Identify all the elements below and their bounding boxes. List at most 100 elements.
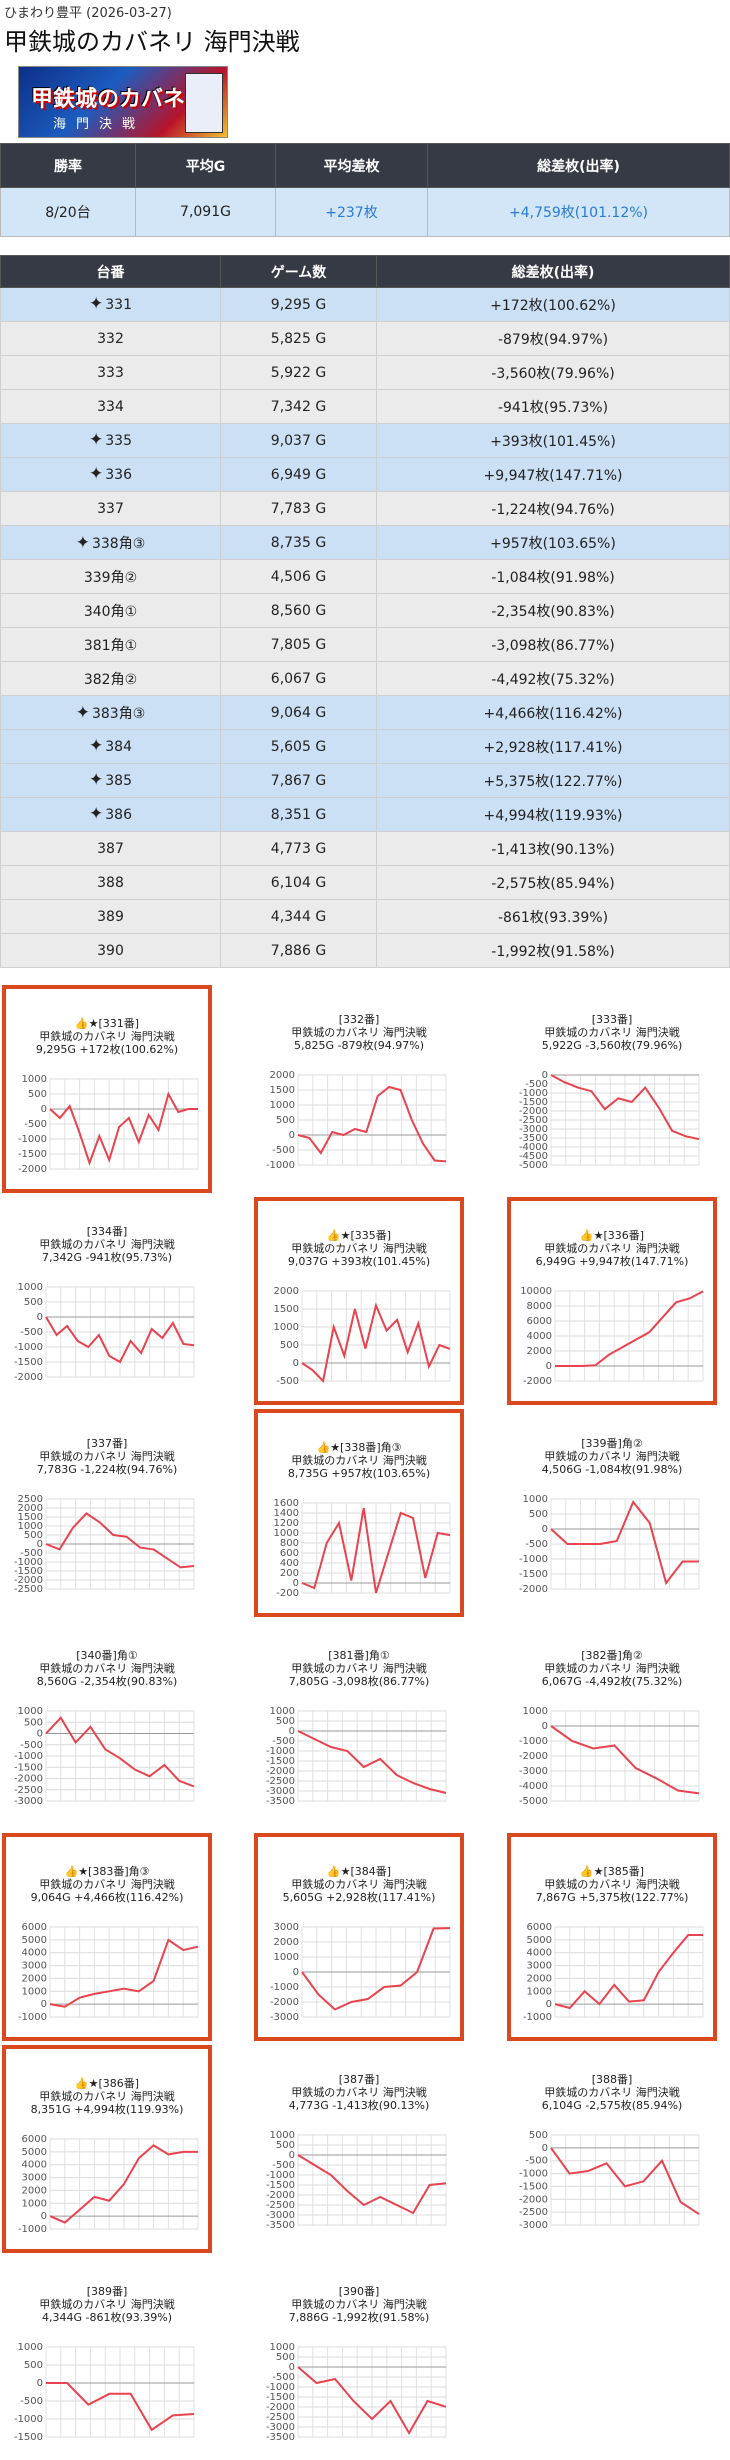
machine-chart-card[interactable]: [389番] 甲鉄城のカバネリ 海門決戦 4,344G -861枚(93.39%) 1…	[2, 2257, 212, 2460]
machine-number-cell[interactable]: 332	[0, 321, 221, 356]
chart-name: 甲鉄城のカバネリ 海門決戦	[291, 1662, 427, 1675]
table-row[interactable]: ✦ 336 6,949 G +9,947枚(147.71%)	[0, 457, 730, 492]
machine-chart-card[interactable]: [333番] 甲鉄城のカバネリ 海門決戦 5,922G -3,560枚(79.96%…	[507, 985, 717, 1193]
table-row[interactable]: 340角① 8,560 G -2,354枚(90.83%)	[0, 593, 730, 628]
chart-title: 👍★[384番]	[326, 1865, 392, 1878]
chart-stats: 6,104G -2,575枚(85.94%)	[541, 2099, 683, 2112]
table-row[interactable]: ✦ 335 9,037 G +393枚(101.45%)	[0, 423, 730, 458]
y-tick-label: 500	[529, 2131, 548, 2141]
chart-name: 甲鉄城のカバネリ 海門決戦	[291, 1878, 427, 1891]
balance-series-line	[301, 1507, 451, 1594]
table-row[interactable]: ✦ 385 7,867 G +5,375枚(122.77%)	[0, 763, 730, 798]
table-row[interactable]: ✦ 384 5,605 G +2,928枚(117.41%)	[0, 729, 730, 764]
machine-banner-image[interactable]: 甲鉄城のカバネリ 海門決戦	[18, 66, 228, 138]
table-row[interactable]: ✦ 383角③ 9,064 G +4,466枚(116.42%)	[0, 695, 730, 730]
balance-line-chart: 500 0 -500 -1000-1500 -2000 -2500 -3000	[519, 2131, 700, 2231]
y-tick-label: 0	[293, 1967, 299, 1978]
table-row[interactable]: 389 4,344 G -861枚(93.39%)	[0, 899, 730, 934]
machine-number-cell[interactable]: 334	[0, 389, 221, 424]
machine-number: 339角②	[83, 569, 138, 586]
sparkle-icon: ✦	[89, 736, 104, 756]
machine-number-cell[interactable]: ✦ 385	[0, 763, 221, 798]
machine-chart-card[interactable]: [337番] 甲鉄城のカバネリ 海門決戦 7,783G -1,224枚(94.76%…	[2, 1409, 212, 1617]
machine-chart-card[interactable]: [334番] 甲鉄城のカバネリ 海門決戦 7,342G -941枚(95.73%) 1…	[2, 1197, 212, 1405]
y-tick-label: -1000	[270, 1982, 299, 1993]
win-rate-value: 8/20台	[0, 187, 136, 237]
y-tick-label: 0	[289, 1130, 295, 1141]
table-row[interactable]: 339角② 4,506 G -1,084枚(91.98%)	[0, 559, 730, 594]
machine-number-cell[interactable]: ✦ 335	[0, 423, 221, 458]
banner-box-art	[185, 73, 223, 133]
chart-caption: 👍★[336番] 甲鉄城のカバネリ 海門決戦 6,949G +9,947枚(147.…	[511, 1229, 713, 1268]
table-row[interactable]: 382角② 6,067 G -4,492枚(75.32%)	[0, 661, 730, 696]
machine-number-cell[interactable]: ✦ 336	[0, 457, 221, 492]
table-row[interactable]: ✦ 331 9,295 G +172枚(100.62%)	[0, 287, 730, 322]
machine-number-cell[interactable]: ✦ 384	[0, 729, 221, 764]
machine-number-cell[interactable]: ✦ 383角③	[0, 695, 221, 730]
y-tick-label: -2000	[14, 1372, 43, 1383]
y-tick-label: -1000	[519, 1736, 548, 1747]
machine-number-cell[interactable]: 340角①	[0, 593, 221, 628]
table-row[interactable]: ✦ 338角③ 8,735 G +957枚(103.65%)	[0, 525, 730, 560]
machine-chart-card[interactable]: 👍★[384番] 甲鉄城のカバネリ 海門決戦 5,605G +2,928枚(117.…	[254, 1833, 464, 2041]
y-tick-label: -1500	[14, 2432, 43, 2443]
table-row[interactable]: ✦ 386 8,351 G +4,994枚(119.93%)	[0, 797, 730, 832]
machine-chart-card[interactable]: [381番]角① 甲鉄城のカバネリ 海門決戦 7,805G -3,098枚(86.7…	[254, 1621, 464, 1829]
chart-stats: 9,037G +393枚(101.45%)	[287, 1255, 431, 1268]
machine-number-cell[interactable]: 339角②	[0, 559, 221, 594]
diff-cell: +2,928枚(117.41%)	[376, 729, 730, 764]
machine-chart-card[interactable]: 👍★[336番] 甲鉄城のカバネリ 海門決戦 6,949G +9,947枚(147.…	[507, 1197, 717, 1405]
machine-number-cell[interactable]: 390	[0, 933, 221, 968]
chart-caption: [390番] 甲鉄城のカバネリ 海門決戦 7,886G -1,992枚(91.58%…	[254, 2285, 464, 2324]
banner-sub-text: 海門決戦	[53, 117, 146, 132]
table-row[interactable]: 390 7,886 G -1,992枚(91.58%)	[0, 933, 730, 968]
chart-title: [389番]	[86, 2285, 128, 2298]
table-row[interactable]: 334 7,342 G -941枚(95.73%)	[0, 389, 730, 424]
machine-number-cell[interactable]: ✦ 338角③	[0, 525, 221, 560]
machine-number-cell[interactable]: 333	[0, 355, 221, 390]
table-row[interactable]: 387 4,773 G -1,413枚(90.13%)	[0, 831, 730, 866]
y-tick-label: -3500	[266, 1796, 295, 1807]
machine-chart-card[interactable]: 👍★[331番] 甲鉄城のカバネリ 海門決戦 9,295G +172枚(100.62…	[2, 985, 212, 1193]
machine-chart-card[interactable]: [382番]角② 甲鉄城のカバネリ 海門決戦 6,067G -4,492枚(75.3…	[507, 1621, 717, 1829]
machine-number: 388	[97, 874, 124, 891]
table-row[interactable]: 337 7,783 G -1,224枚(94.76%)	[0, 491, 730, 526]
machine-chart-card[interactable]: 👍★[338番]角③ 甲鉄城のカバネリ 海門決戦 8,735G +957枚(103.…	[254, 1409, 464, 1617]
diff-cell: +957枚(103.65%)	[376, 525, 730, 560]
machine-number-cell[interactable]: 388	[0, 865, 221, 900]
machine-number: 340角①	[83, 603, 138, 620]
table-row[interactable]: 388 6,104 G -2,575枚(85.94%)	[0, 865, 730, 900]
machine-chart-card[interactable]: [388番] 甲鉄城のカバネリ 海門決戦 6,104G -2,575枚(85.94%…	[507, 2045, 717, 2253]
chart-title: 👍★[385番]	[579, 1865, 645, 1878]
machine-number-cell[interactable]: 337	[0, 491, 221, 526]
machine-chart-card[interactable]: 👍★[383番]角③ 甲鉄城のカバネリ 海門決戦 9,064G +4,466枚(11…	[2, 1833, 212, 2041]
machine-number-cell[interactable]: 381角①	[0, 627, 221, 662]
y-tick-label: -5000	[519, 1160, 548, 1171]
machine-chart-card[interactable]: [390番] 甲鉄城のカバネリ 海門決戦 7,886G -1,992枚(91.58%…	[254, 2257, 464, 2460]
y-tick-label: 500	[24, 1530, 43, 1541]
y-tick-label: 3000	[22, 2173, 47, 2184]
machine-chart-card[interactable]: [340番]角① 甲鉄城のカバネリ 海門決戦 8,560G -2,354枚(90.8…	[2, 1621, 212, 1829]
machine-number-cell[interactable]: 387	[0, 831, 221, 866]
machine-chart-card[interactable]: [387番] 甲鉄城のカバネリ 海門決戦 4,773G -1,413枚(90.13%…	[254, 2045, 464, 2253]
machine-chart-card[interactable]: 👍★[385番] 甲鉄城のカバネリ 海門決戦 7,867G +5,375枚(122.…	[507, 1833, 717, 2041]
machine-chart-card[interactable]: [339番]角② 甲鉄城のカバネリ 海門決戦 4,506G -1,084枚(91.9…	[507, 1409, 717, 1617]
machine-chart-card[interactable]: 👍★[386番] 甲鉄城のカバネリ 海門決戦 8,351G +4,994枚(119.…	[2, 2045, 212, 2253]
chart-stats: 9,295G +172枚(100.62%)	[35, 1043, 179, 1056]
y-tick-label: 500	[276, 2352, 295, 2363]
machine-chart-card[interactable]: 👍★[335番] 甲鉄城のカバネリ 海門決戦 9,037G +393枚(101.45…	[254, 1197, 464, 1405]
machine-number-cell[interactable]: 389	[0, 899, 221, 934]
machine-number-cell[interactable]: ✦ 331	[0, 287, 221, 322]
diff-cell: -3,098枚(86.77%)	[376, 627, 730, 662]
y-tick-label: 6000	[22, 2135, 47, 2145]
y-tick-label: -3000	[266, 2422, 295, 2433]
y-tick-label: 4000	[22, 2160, 47, 2171]
machine-chart-card[interactable]: [332番] 甲鉄城のカバネリ 海門決戦 5,825G -879枚(94.97%) 2…	[254, 985, 464, 1193]
machine-number-cell[interactable]: ✦ 386	[0, 797, 221, 832]
table-row[interactable]: 332 5,825 G -879枚(94.97%)	[0, 321, 730, 356]
balance-series-line	[46, 2382, 195, 2432]
machine-number-cell[interactable]: 382角②	[0, 661, 221, 696]
table-row[interactable]: 333 5,922 G -3,560枚(79.96%)	[0, 355, 730, 390]
table-row[interactable]: 381角① 7,805 G -3,098枚(86.77%)	[0, 627, 730, 662]
